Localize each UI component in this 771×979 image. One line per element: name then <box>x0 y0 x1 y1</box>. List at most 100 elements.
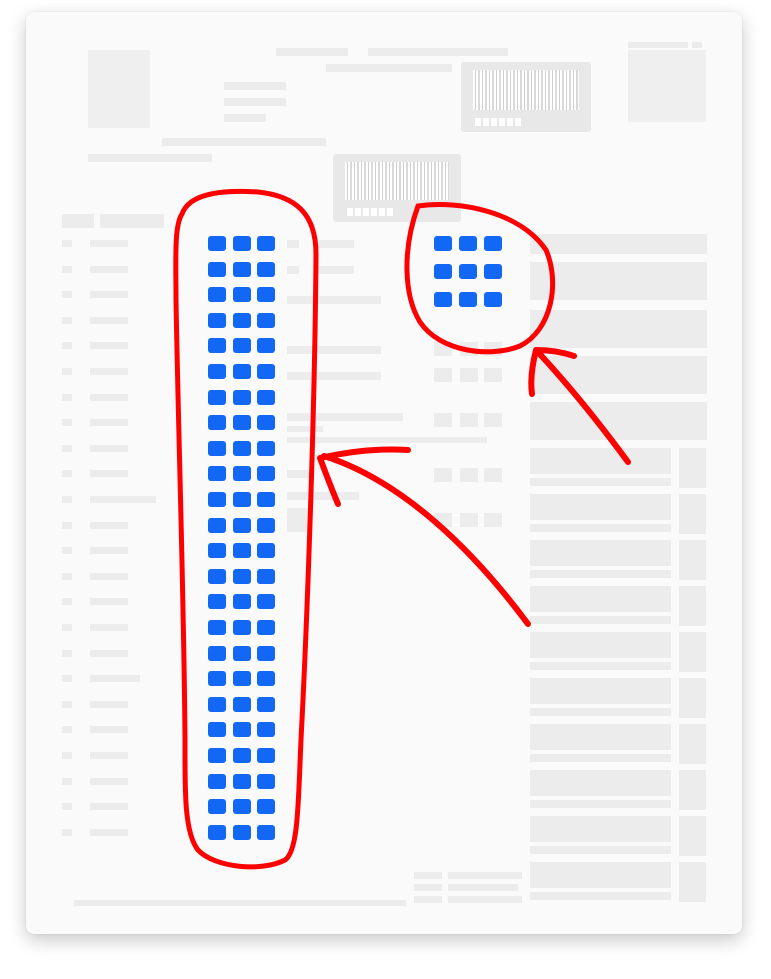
address-line <box>224 98 286 106</box>
barcode-icon <box>461 62 591 132</box>
grid-cell <box>232 364 251 379</box>
row-number <box>62 470 72 478</box>
table-side-cell <box>679 724 706 764</box>
grid-cell <box>208 748 226 763</box>
right-field <box>530 310 707 348</box>
grid-cell <box>232 748 251 763</box>
row-label <box>90 470 128 478</box>
row-number <box>62 624 72 631</box>
grid-cell <box>232 517 251 533</box>
grid-cell <box>208 543 226 559</box>
table-line <box>530 662 671 670</box>
grid-cell <box>484 264 502 279</box>
row-label <box>90 291 128 299</box>
row-label <box>90 598 128 606</box>
grid-cell <box>208 389 226 405</box>
table-side-cell <box>679 770 706 810</box>
table-cell <box>530 632 671 658</box>
row-label <box>90 649 128 657</box>
grid-cell <box>434 292 452 307</box>
field-line <box>287 470 309 478</box>
row-label <box>90 342 128 350</box>
grid-cell <box>232 722 251 738</box>
grid-cell <box>232 799 251 815</box>
row-number <box>62 777 72 785</box>
table-cell <box>530 678 671 704</box>
row-number <box>62 265 72 273</box>
grid-cell <box>257 543 275 559</box>
table-side-cell <box>679 586 706 626</box>
grid-cell <box>208 312 226 328</box>
stamp-placeholder <box>628 50 706 122</box>
grid-cell <box>208 645 226 661</box>
grid-cell <box>257 645 275 661</box>
row-number <box>62 521 72 529</box>
grid-cell <box>232 696 251 712</box>
grid-cell <box>232 594 251 610</box>
row-number <box>62 700 72 708</box>
footer-line <box>448 896 522 903</box>
row-label <box>90 316 128 324</box>
grid-cell <box>257 236 275 251</box>
table-line <box>530 616 671 624</box>
grid-cell <box>257 312 275 328</box>
right-field <box>530 262 707 300</box>
checkbox-placeholder <box>460 513 478 527</box>
table-cell <box>530 816 671 842</box>
grid-cell <box>257 466 275 482</box>
grid-cell <box>208 492 226 507</box>
column-header <box>62 214 94 228</box>
table-line <box>530 570 671 578</box>
grid-cell <box>208 722 226 738</box>
grid-cell <box>257 773 275 789</box>
footer-line <box>448 884 518 891</box>
table-side-cell <box>679 448 706 488</box>
checkbox-placeholder <box>460 368 478 382</box>
grid-cell <box>208 568 226 584</box>
grid-cell <box>232 312 251 328</box>
row-label <box>90 803 128 811</box>
right-field <box>530 234 707 254</box>
checkbox-placeholder <box>460 342 478 356</box>
grid-cell <box>232 389 251 405</box>
grid-cell <box>208 236 226 251</box>
field-line <box>287 413 403 421</box>
table-line <box>530 524 671 532</box>
grid-cell <box>459 236 477 251</box>
row-number <box>62 803 72 811</box>
table-side-cell <box>679 678 706 718</box>
grid-cell <box>257 517 275 533</box>
row-number <box>62 649 72 657</box>
grid-cell <box>257 389 275 405</box>
table-side-cell <box>679 494 706 534</box>
checkbox-placeholder <box>460 468 478 482</box>
row-label <box>90 675 140 683</box>
field-box <box>287 508 311 532</box>
address-line <box>224 82 286 90</box>
checkbox-placeholder <box>484 413 502 427</box>
grid-cell <box>257 338 275 354</box>
footer-line <box>414 896 442 903</box>
row-number <box>62 316 72 324</box>
table-line <box>530 846 671 854</box>
row-label <box>90 624 128 631</box>
header-line <box>628 42 688 48</box>
checkbox-placeholder <box>484 468 502 482</box>
grid-cell <box>257 287 275 303</box>
checkbox-placeholder <box>434 368 452 382</box>
row-number <box>62 675 72 683</box>
checkbox-placeholder <box>484 368 502 382</box>
row-number <box>62 828 72 836</box>
row-label <box>90 496 156 503</box>
row-label <box>90 700 128 708</box>
table-cell <box>530 724 671 750</box>
grid-cell <box>208 696 226 712</box>
grid-cell <box>232 338 251 354</box>
row-label <box>90 265 128 273</box>
header-line <box>276 48 348 56</box>
grid-cell <box>257 696 275 712</box>
grid-cell <box>208 338 226 354</box>
row-number <box>62 291 72 299</box>
grid-cell <box>232 671 251 687</box>
grid-cell <box>208 671 226 687</box>
